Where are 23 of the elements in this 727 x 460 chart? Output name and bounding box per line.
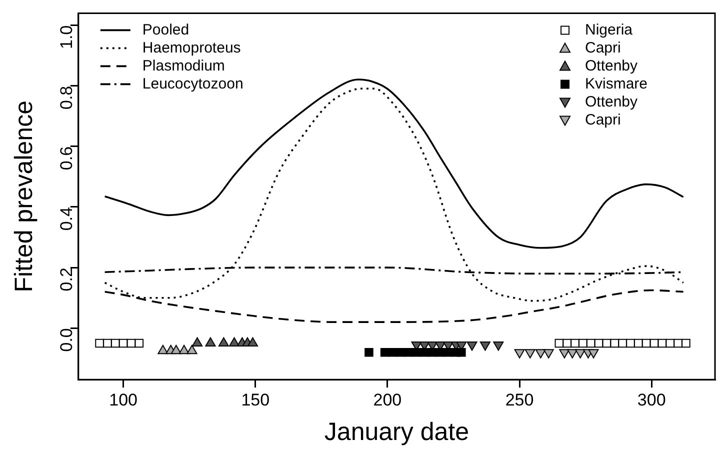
y-tick-label: 1.0 [57,25,76,49]
y-tick-label: 0.6 [57,146,76,170]
y-tick-label: 0.8 [57,86,76,110]
x-tick-label: 300 [637,390,666,410]
legend-label: Kvismare [585,75,648,92]
legend-label: Nigeria [585,21,634,38]
legend-label: Leucocytozoon [142,75,244,92]
legend-label: Ottenby [585,57,638,74]
x-tick-label: 250 [505,390,534,410]
legend-label: Ottenby [585,93,638,110]
legend-label: Capri [585,39,621,56]
y-tick-label: 0.0 [57,328,76,352]
x-tick-label: 100 [109,390,138,410]
y-axis-title: Fitted prevalence [10,100,38,292]
legend-label: Capri [585,111,621,128]
legend-label: Haemoproteus [142,39,241,56]
x-axis-title: January date [324,418,469,446]
x-tick-label: 200 [373,390,402,410]
x-tick-label: 150 [241,390,270,410]
y-tick-label: 0.2 [57,268,76,292]
legend-label: Plasmodium [142,57,225,74]
legend-label: Pooled [142,21,190,38]
y-tick-label: 0.4 [57,207,76,231]
